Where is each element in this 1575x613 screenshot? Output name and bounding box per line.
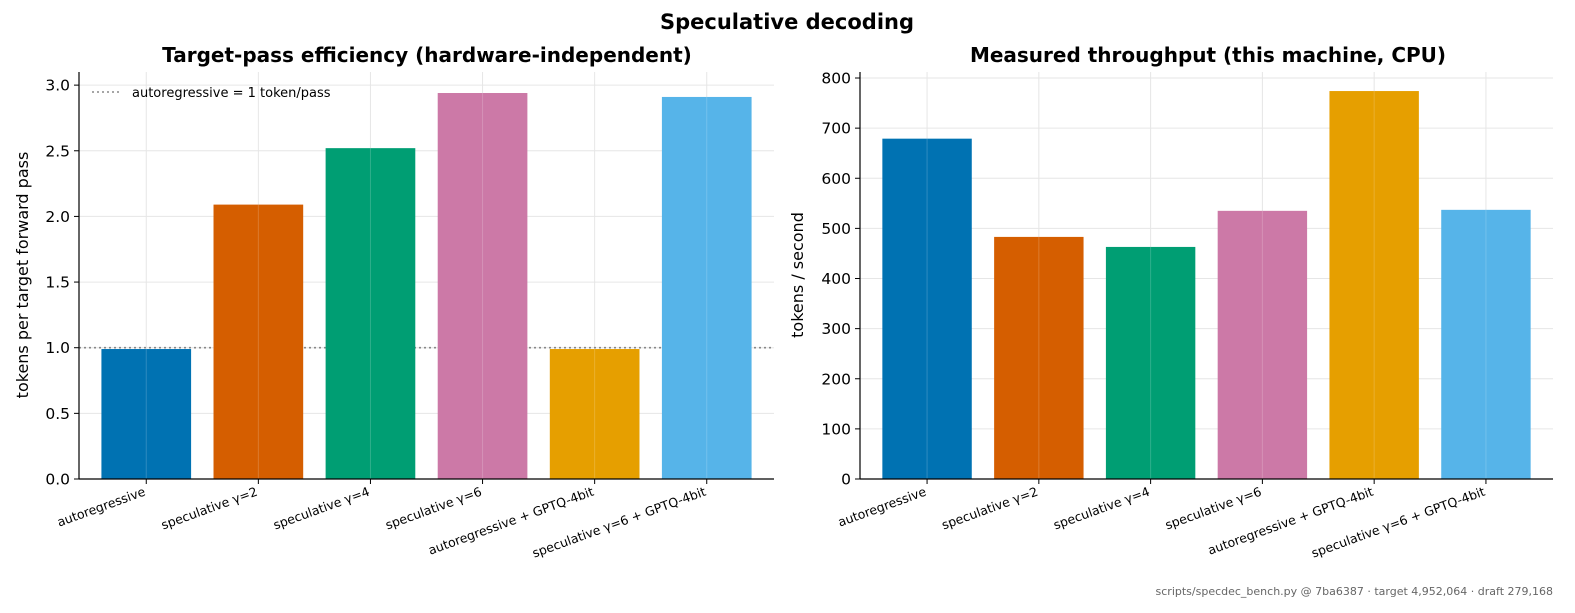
efficiency-x-tick-label: speculative γ=4 <box>271 484 371 533</box>
legend-label: autoregressive = 1 token/pass <box>132 86 331 101</box>
efficiency-y-tick-label: 3.0 <box>45 77 70 95</box>
efficiency-legend: autoregressive = 1 token/pass <box>92 86 331 101</box>
efficiency-y-tick-label: 2.0 <box>45 208 70 226</box>
throughput-y-tick-label: 200 <box>821 370 851 388</box>
efficiency-bar <box>661 96 752 479</box>
throughput-axes <box>859 72 1553 480</box>
throughput-y-tick-label: 400 <box>821 270 851 288</box>
throughput-x-tick-label: speculative γ=6 <box>1163 484 1263 533</box>
efficiency-bars <box>101 93 752 480</box>
efficiency-y-axis-label: tokens per target forward pass <box>13 152 32 399</box>
throughput-y-ticks: 0 100 200 300 400 500 600 700 800 <box>821 70 860 489</box>
efficiency-x-tick-label: autoregressive <box>55 484 148 530</box>
throughput-x-ticks: autoregressive speculative γ=2 speculative… <box>836 479 1487 561</box>
efficiency-bar <box>213 204 304 480</box>
figure-title: Speculative decoding <box>660 10 914 34</box>
throughput-bar <box>882 138 972 479</box>
efficiency-x-tick-label: speculative γ=2 <box>159 484 259 533</box>
efficiency-x-ticks: autoregressive speculative γ=2 speculative… <box>55 479 708 561</box>
efficiency-y-tick-label: 1.0 <box>45 339 70 357</box>
efficiency-y-tick-label: 1.5 <box>45 274 70 292</box>
throughput-x-tick-label: speculative γ=4 <box>1051 484 1151 533</box>
throughput-bar <box>1329 91 1419 479</box>
efficiency-bar <box>549 349 640 479</box>
efficiency-y-tick-label: 2.5 <box>45 142 70 160</box>
throughput-bar <box>994 236 1084 479</box>
footer-note: scripts/specdec_bench.py @ 7ba6387 · tar… <box>1156 585 1553 598</box>
efficiency-chart: Target-pass efficiency (hardware-indepen… <box>13 43 774 561</box>
efficiency-y-tick-label: 0.5 <box>45 405 70 423</box>
efficiency-y-tick-label: 0.0 <box>45 471 70 489</box>
efficiency-bar <box>437 93 528 479</box>
efficiency-x-tick-label: speculative γ=6 <box>383 484 483 533</box>
throughput-bar <box>1441 209 1531 479</box>
throughput-bar <box>1217 210 1308 479</box>
throughput-x-tick-label: autoregressive <box>836 484 929 530</box>
efficiency-bar <box>325 148 416 480</box>
efficiency-chart-title: Target-pass efficiency (hardware-indepen… <box>162 43 692 67</box>
efficiency-bar <box>101 349 192 479</box>
throughput-y-tick-label: 500 <box>821 220 851 238</box>
throughput-chart: Measured throughput (this machine, CPU) … <box>788 43 1553 561</box>
efficiency-axes <box>78 72 774 480</box>
throughput-y-tick-label: 100 <box>821 420 851 438</box>
throughput-y-tick-label: 0 <box>841 471 851 489</box>
throughput-y-tick-label: 700 <box>821 120 851 138</box>
throughput-y-axis-label: tokens / second <box>788 212 807 338</box>
throughput-chart-title: Measured throughput (this machine, CPU) <box>970 43 1446 67</box>
throughput-y-tick-label: 800 <box>821 70 851 88</box>
throughput-bars <box>882 91 1531 479</box>
throughput-y-tick-label: 300 <box>821 320 851 338</box>
throughput-x-tick-label: speculative γ=2 <box>940 484 1040 533</box>
throughput-bar <box>1105 246 1196 479</box>
efficiency-y-ticks: 0.0 0.5 1.0 1.5 2.0 2.5 3.0 <box>45 77 79 489</box>
throughput-y-tick-label: 600 <box>821 170 851 188</box>
